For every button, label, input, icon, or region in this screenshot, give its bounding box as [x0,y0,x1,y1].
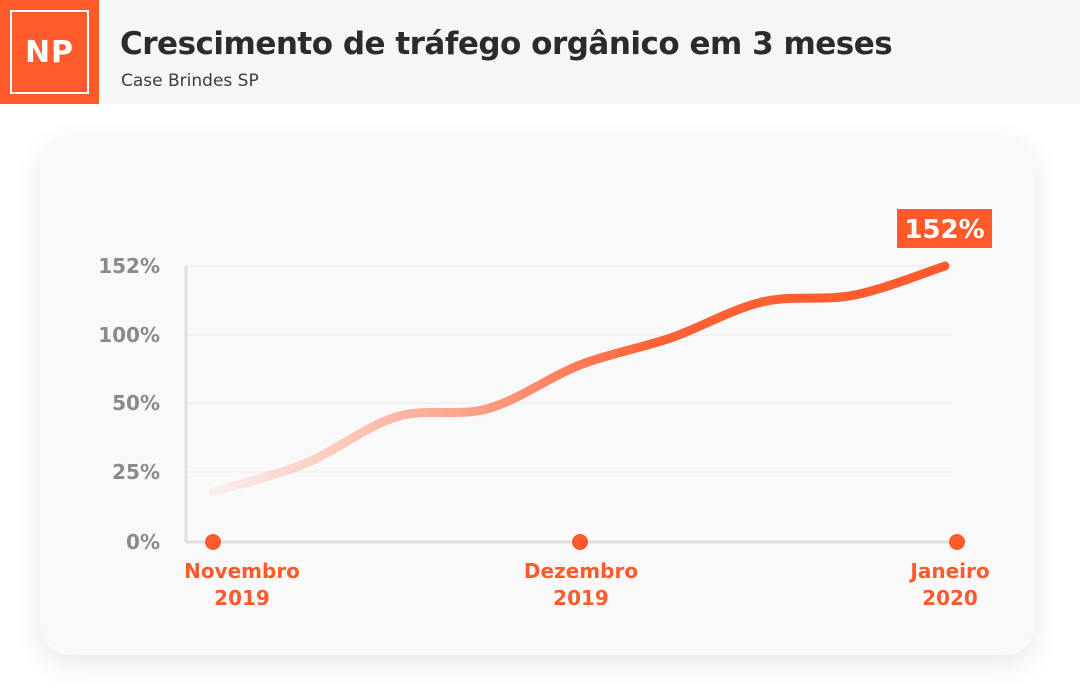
y-tick-label: 25% [112,460,160,484]
x-tick-label: Janeiro [908,559,989,583]
logo: NP [0,0,99,104]
x-category-point [205,534,221,550]
y-tick-label: 50% [112,391,160,415]
header: NP Crescimento de tráfego orgânico em 3 … [0,0,1080,104]
traffic-growth-line [208,261,950,497]
logo-mark: NP [10,10,89,94]
end-value-badge [897,209,992,248]
x-category-point [572,534,588,550]
y-tick-label: 0% [126,530,160,554]
x-tick-label: 2020 [922,586,978,610]
page-title: Crescimento de tráfego orgânico em 3 mes… [120,26,893,62]
x-tick-label: 2019 [214,586,270,610]
chart-card [40,135,1035,655]
end-value-label: 152% [904,215,984,245]
y-tick-label: 100% [98,323,160,347]
x-tick-label: Novembro [184,559,300,583]
y-tick-label: 152% [98,254,160,278]
page-subtitle: Case Brindes SP [121,71,259,91]
x-tick-label: Dezembro [524,559,638,583]
x-category-point [949,534,965,550]
x-tick-label: 2019 [553,586,609,610]
